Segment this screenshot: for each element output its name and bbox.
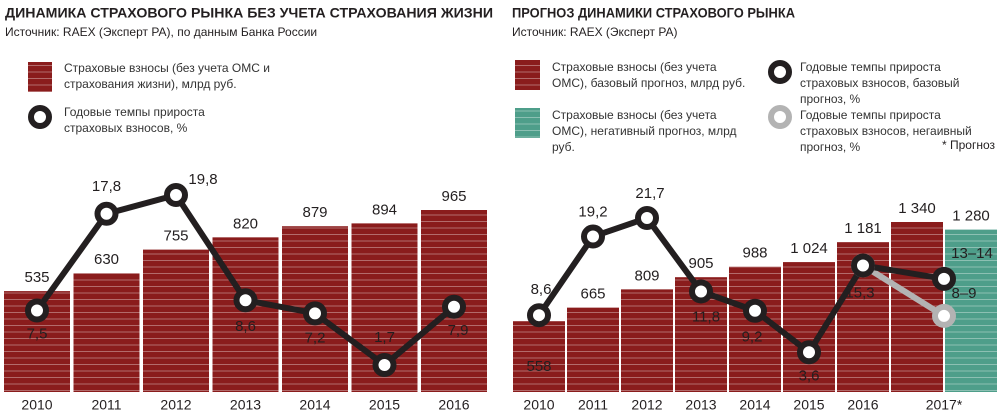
x-tick-label: 2010	[523, 397, 554, 413]
bar-value-label: 988	[742, 245, 767, 262]
line-value-label: 8,6	[235, 318, 256, 335]
chart-title: ПРОГНОЗ ДИНАМИКИ СТРАХОВОГО РЫНКА	[512, 5, 795, 21]
bar-value-label: 535	[24, 269, 49, 286]
line-value-label: 15,3	[845, 284, 874, 301]
line-value-label: 1,7	[374, 329, 395, 346]
line-value-label: 7,5	[27, 326, 48, 343]
line-point	[851, 253, 875, 278]
x-tick-label: 2014	[299, 397, 330, 413]
legend-marker	[768, 105, 792, 129]
legend-marker	[28, 105, 52, 129]
line-value-label: 7,9	[448, 322, 469, 339]
bar	[513, 321, 565, 392]
bar	[143, 249, 209, 392]
legend-swatch	[515, 60, 540, 90]
line-point	[797, 340, 821, 365]
line-point	[25, 298, 49, 323]
bar-value-label: 1 024	[790, 240, 828, 257]
line-point	[932, 303, 956, 328]
line-point	[635, 206, 659, 230]
line-point	[581, 224, 605, 249]
bar	[567, 307, 619, 392]
line-point	[442, 294, 466, 319]
x-tick-label: 2016	[847, 397, 878, 413]
bar	[729, 266, 781, 392]
line-point	[743, 298, 767, 323]
line-point	[303, 301, 327, 326]
bar-value-label: 965	[441, 188, 466, 205]
line-point	[527, 303, 551, 328]
x-tick-label: 2012	[160, 397, 191, 413]
line	[861, 262, 946, 319]
bar	[73, 273, 140, 392]
line-point	[689, 279, 713, 304]
line-value-label: 19,8	[188, 171, 217, 188]
bar-value-label: 894	[372, 201, 397, 218]
x-tick-label: 2015	[793, 397, 824, 413]
legend-label: Страховые взносы (без учета ОМС), негати…	[552, 108, 737, 154]
bar-value-label: 1 181	[844, 220, 882, 237]
line-point	[233, 288, 258, 313]
x-tick-label: 2011	[91, 397, 121, 413]
line-value-label: 8,6	[531, 281, 552, 298]
bar-value-label: 630	[94, 251, 119, 268]
legend-label: Годовые темпы прироста страховых взносов…	[800, 108, 972, 154]
line-value-label: 11,8	[692, 308, 720, 325]
line-value-label: 3,6	[799, 367, 820, 384]
legend-label: Годовые темпы прироста страховых взносов…	[800, 60, 960, 106]
line-value-label: 9,2	[742, 329, 763, 346]
line-point	[372, 353, 397, 378]
line-value-label: 21,7	[635, 185, 664, 202]
x-tick-label: 2017*	[926, 397, 963, 413]
x-tick-label: 2013	[685, 397, 716, 413]
legend-label: Страховые взносы (без учета ОМС), базовы…	[552, 60, 746, 90]
bar-value-label: 809	[634, 267, 659, 284]
legend-swatch	[515, 108, 540, 138]
bar-value-label: 755	[163, 228, 188, 245]
x-tick-label: 2010	[21, 397, 52, 413]
legend-label: Страховые взносы (без учета ОМС и страхо…	[64, 61, 270, 91]
bar-value-label: 905	[688, 255, 713, 272]
x-tick-label: 2016	[438, 397, 469, 413]
line-point	[164, 183, 188, 207]
line-point	[932, 266, 956, 291]
bar	[621, 289, 673, 392]
chart-subtitle: Источник: RAEX (Эксперт РА)	[512, 25, 678, 39]
legend-label: Годовые темпы прироста страховых взносов…	[64, 105, 205, 135]
x-tick-label: 2013	[230, 397, 261, 413]
line-value-label: 19,2	[578, 204, 607, 221]
legend-swatch	[28, 62, 52, 92]
line-value-label: 13–14	[951, 245, 993, 262]
chart-subtitle: Источник: RAEX (Эксперт РА), по данным Б…	[5, 25, 317, 39]
bar-value-label: 665	[580, 286, 605, 303]
chart-title: ДИНАМИКА СТРАХОВОГО РЫНКА БЕЗ УЧЕТА СТРА…	[5, 5, 493, 21]
x-tick-label: 2014	[739, 397, 770, 413]
line-point	[94, 201, 119, 226]
bar-value-label: 558	[526, 358, 551, 375]
legend-marker	[768, 60, 792, 84]
bar-value-label: 879	[302, 204, 327, 221]
note: * Прогноз	[942, 138, 996, 152]
bar-value-label: 1 280	[952, 208, 990, 225]
line-value-label: 7,2	[305, 329, 326, 346]
line-value-label: 17,8	[92, 178, 121, 195]
x-tick-label: 2011	[578, 397, 608, 413]
x-tick-label: 2012	[631, 397, 662, 413]
x-tick-label: 2015	[369, 397, 400, 413]
bar-value-label: 1 340	[898, 200, 936, 217]
bar-value-label: 820	[233, 215, 258, 232]
line-value-label: 8–9	[951, 285, 976, 302]
